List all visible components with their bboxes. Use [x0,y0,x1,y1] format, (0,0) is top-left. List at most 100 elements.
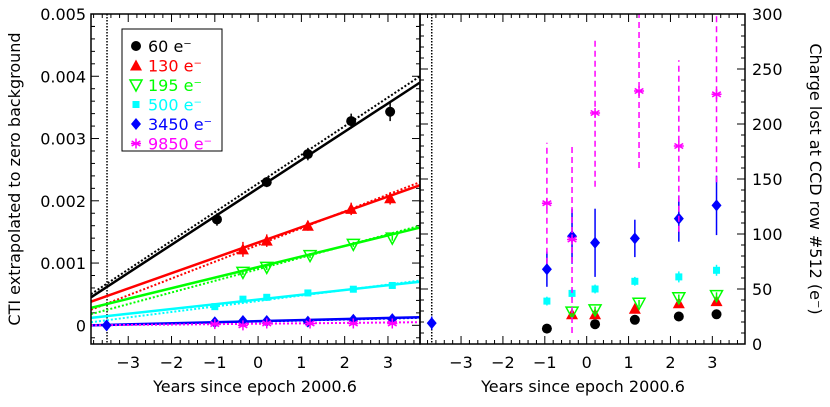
data-point [211,214,222,225]
legend-marker [132,101,140,108]
fit-line-dotted [90,321,421,327]
left-x-axis-label: Years since epoch 2000.6 [152,377,357,396]
legend-label: 500 e⁻ [148,96,202,115]
legend-marker [131,41,141,51]
data-point [541,263,552,276]
data-point [713,266,721,274]
x-tick-label: 2 [340,353,350,372]
data-point [541,198,552,209]
data-point [543,297,551,305]
data-point [387,318,398,329]
data-point [346,116,357,127]
data-point [302,149,313,160]
fit-line-solid [90,81,421,299]
data-point [236,243,249,255]
y-tick-label: 0 [752,335,762,354]
data-point [675,273,683,281]
data-point [629,232,640,245]
data-point [671,292,687,306]
x-tick-label: −2 [491,353,515,372]
data-point [345,202,358,214]
data-point [541,323,552,334]
x-tick-label: −1 [533,353,557,372]
data-point [673,141,684,151]
data-point [261,177,272,188]
x-tick-label: 1 [623,353,633,372]
x-tick-label: −3 [449,353,473,372]
x-tick-label: −3 [116,353,140,372]
data-point [237,320,248,331]
data-point [301,219,314,231]
data-point [711,89,722,100]
fit-line-solid [90,315,421,327]
data-point [235,266,251,280]
legend: 60 e⁻130 e⁻195 e⁻500 e⁻3450 e⁻9850 e⁻ [121,28,223,154]
data-point [101,319,112,332]
data-point [629,314,640,325]
x-tick-label: 3 [383,353,393,372]
x-tick-label: −1 [203,353,227,372]
data-point [211,303,219,311]
data-point [385,232,400,246]
data-point [709,289,724,304]
y-tick-label: 250 [752,60,783,79]
legend-label: 3450 e⁻ [148,115,212,134]
y-tick-label: 0.004 [40,67,86,86]
data-point [589,308,602,320]
data-point [260,234,273,246]
y-tick-label: 0.001 [40,254,86,273]
data-point [631,297,647,311]
data-point [631,277,639,285]
y-tick-label: 0 [76,316,86,335]
data-point [346,238,361,252]
legend-label: 9850 e⁻ [148,135,212,154]
y-tick-label: 50 [752,280,772,299]
data-point [385,106,396,117]
x-tick-label: 0 [582,353,592,372]
plot-panel-right: −3 −2 −1 0 1 2 3 0 50 100 150 200 250 300 [419,5,783,372]
data-point [634,86,645,96]
data-point [628,302,641,314]
y-tick-label: 0.002 [40,192,86,211]
legend-marker [131,118,141,130]
data-point [568,289,576,297]
legend-marker [128,79,144,93]
fit-line-dotted [90,75,421,296]
y-tick-label: 100 [752,225,783,244]
fit-line-solid [90,280,421,320]
data-point [384,192,397,204]
fit-line-dotted [90,224,421,316]
data-point [567,234,578,245]
data-point [302,249,318,264]
x-tick-label: 0 [253,353,263,372]
legend-label: 130 e⁻ [148,57,202,76]
data-point [239,295,247,303]
data-point [587,304,603,318]
x-tick-label: 2 [665,353,675,372]
fit-line-solid [90,184,421,303]
data-point [259,261,275,275]
y-tick-label: 150 [752,170,783,189]
fit-line-solid [90,226,421,310]
legend-marker [130,59,142,71]
y-tick-label: 200 [752,115,783,134]
x-tick-label: −2 [160,353,184,372]
data-point [590,319,601,330]
plot-frame [419,13,746,345]
data-point [263,293,271,301]
legend-label: 60 e⁻ [148,37,192,56]
right-x-axis-label: Years since epoch 2000.6 [480,377,685,396]
data-point [673,311,684,322]
data-point [209,319,220,330]
y-tick-label: 300 [752,5,783,24]
data-point [426,317,437,330]
data-point [591,285,599,293]
x-tick-label: 3 [707,353,717,372]
legend-marker [131,138,141,149]
data-point [590,236,601,249]
data-point [590,108,601,118]
data-point [711,309,722,320]
data-point [305,318,316,329]
data-point [348,318,359,329]
